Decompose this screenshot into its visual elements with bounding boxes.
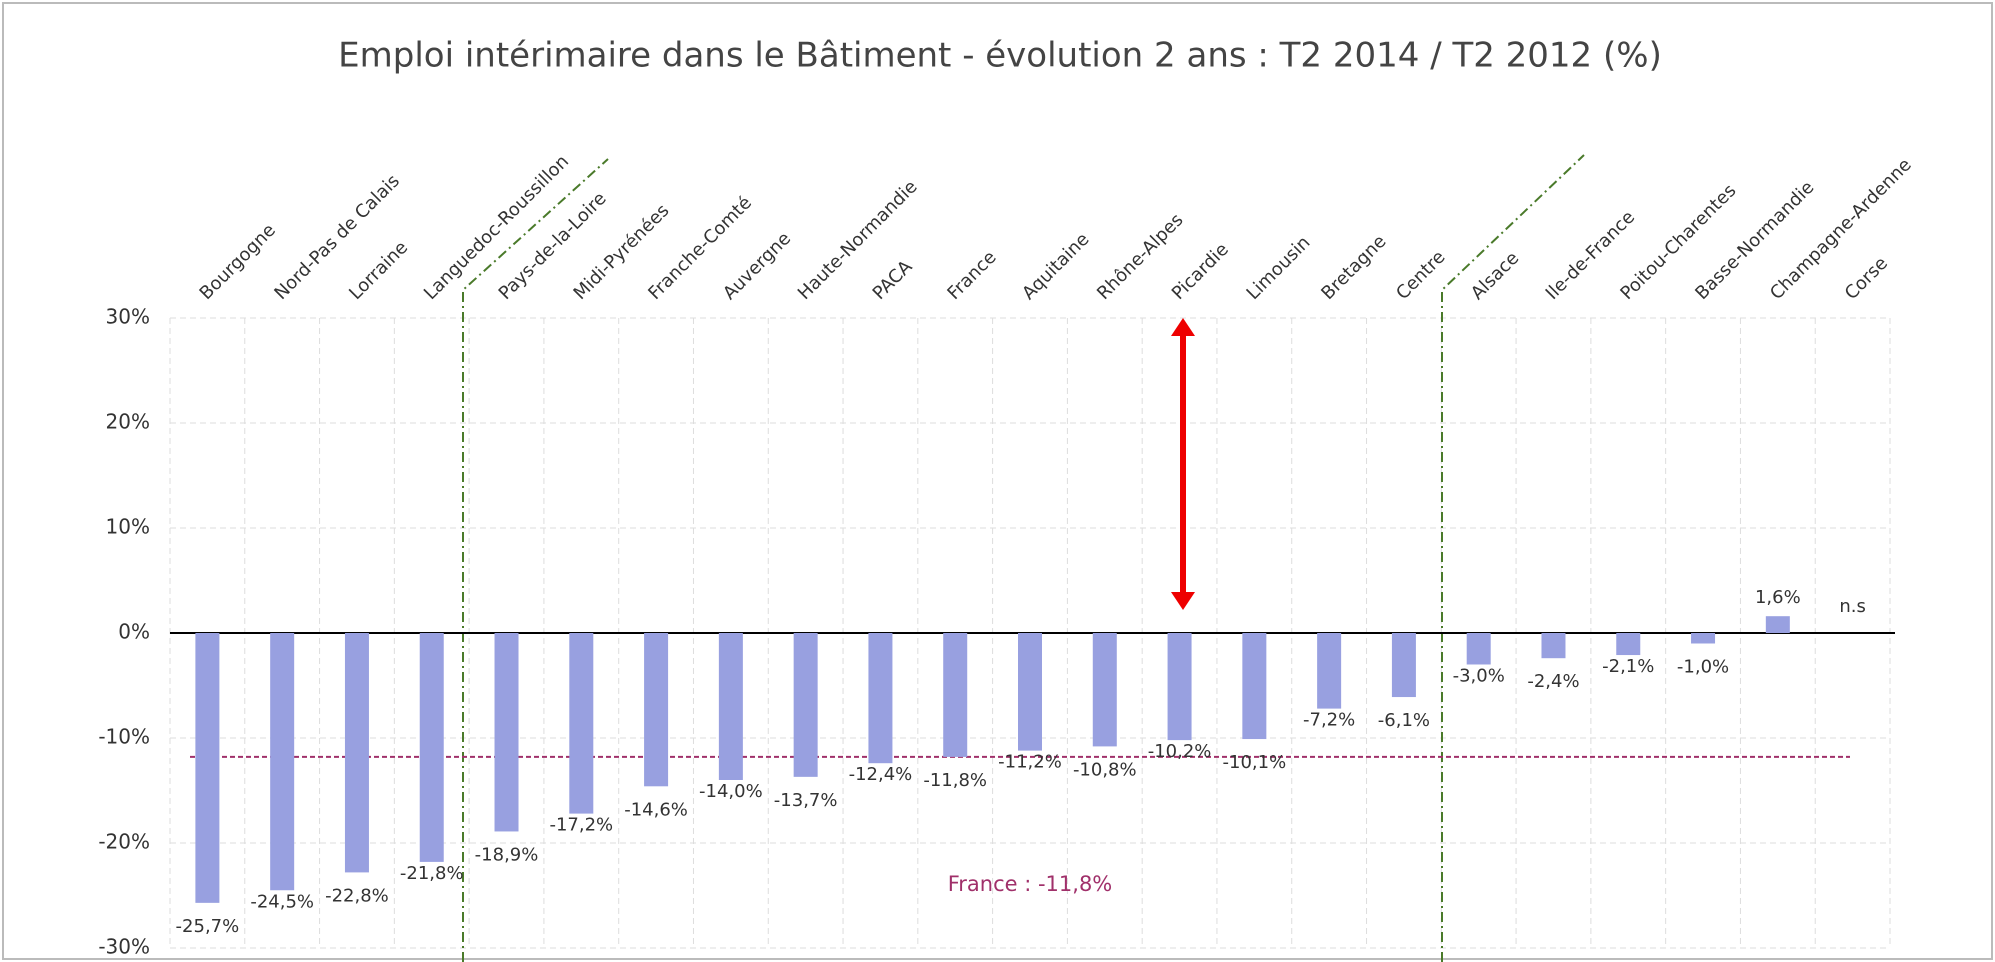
bar — [270, 633, 295, 891]
x-tick-label: Bourgogne — [196, 220, 280, 304]
bar — [195, 633, 220, 903]
x-tick-label: Alsace — [1467, 248, 1523, 304]
value-label: -11,8% — [923, 770, 987, 791]
value-label: -17,2% — [549, 815, 613, 836]
value-label: -10,8% — [1073, 759, 1137, 780]
value-label: -1,0% — [1677, 657, 1729, 678]
x-tick-label: Centre — [1392, 247, 1449, 304]
bar — [793, 633, 818, 777]
value-label: -24,5% — [250, 891, 314, 912]
value-label: -12,4% — [849, 764, 913, 785]
x-tick-label: Picardie — [1168, 239, 1233, 304]
bar — [1541, 633, 1566, 659]
value-label: -10,2% — [1148, 741, 1212, 762]
bar — [1391, 633, 1416, 698]
value-label: -21,8% — [400, 863, 464, 884]
value-label: -2,1% — [1602, 656, 1654, 677]
bar — [569, 633, 594, 814]
x-tick-label: Nord-Pas de Calais — [270, 171, 404, 305]
value-label: -14,0% — [699, 781, 763, 802]
reference-label: France : -11,8% — [948, 872, 1113, 896]
group-separators — [462, 154, 1585, 962]
x-tick-label: Champagne-Ardenne — [1766, 154, 1916, 304]
value-label: -22,8% — [325, 885, 389, 906]
value-label: -2,4% — [1527, 671, 1579, 692]
x-tick-label: Limousin — [1243, 232, 1315, 304]
bar — [494, 633, 519, 832]
x-tick-label: Auvergne — [719, 228, 795, 304]
bar — [718, 633, 743, 780]
bar — [943, 633, 968, 757]
x-tick-label: Languedoc-Roussillon — [420, 151, 573, 304]
red-arrow — [1171, 318, 1195, 610]
y-tick-label: 10% — [106, 515, 150, 539]
separator — [462, 158, 609, 962]
bar — [344, 633, 369, 873]
chart-title: Emploi intérimaire dans le Bâtiment - év… — [338, 36, 1662, 76]
bar — [1242, 633, 1267, 740]
y-tick-label: 30% — [106, 305, 150, 329]
x-tick-label: France — [943, 247, 1000, 304]
bar — [1317, 633, 1342, 709]
separator — [1441, 154, 1585, 962]
value-label: -11,2% — [998, 752, 1062, 773]
x-tick-label: Aquitaine — [1018, 229, 1093, 304]
value-label: 1,6% — [1755, 587, 1801, 608]
bar — [1167, 633, 1192, 741]
value-label: -6,1% — [1378, 710, 1430, 731]
y-tick-label: 0% — [118, 620, 150, 644]
value-label: n.s — [1839, 596, 1866, 617]
x-tick-label: Lorraine — [345, 237, 412, 304]
bar — [1018, 633, 1042, 751]
value-label: -18,9% — [475, 844, 539, 865]
bar — [1765, 616, 1790, 633]
bar — [1691, 633, 1716, 644]
value-label: -25,7% — [176, 916, 240, 937]
x-tick-label: Corse — [1841, 253, 1892, 304]
bar — [644, 633, 669, 787]
x-tick-label: Bretagne — [1317, 231, 1390, 304]
value-label: -13,7% — [774, 790, 838, 811]
y-tick-label: 20% — [106, 410, 150, 434]
bar — [419, 633, 444, 862]
bar — [868, 633, 893, 764]
x-tick-label: PACA — [869, 256, 917, 304]
bar — [1616, 633, 1641, 656]
value-label: -10,1% — [1223, 752, 1287, 773]
arrow-head — [1171, 318, 1195, 336]
value-label: -14,6% — [624, 799, 688, 820]
value-label: -3,0% — [1453, 666, 1505, 687]
y-tick-label: -30% — [98, 935, 150, 959]
value-label: -7,2% — [1303, 710, 1355, 731]
y-tick-label: -20% — [98, 830, 150, 854]
bar — [1092, 633, 1117, 747]
y-tick-label: -10% — [98, 725, 150, 749]
bar — [1466, 633, 1491, 665]
arrow-head — [1171, 592, 1195, 610]
